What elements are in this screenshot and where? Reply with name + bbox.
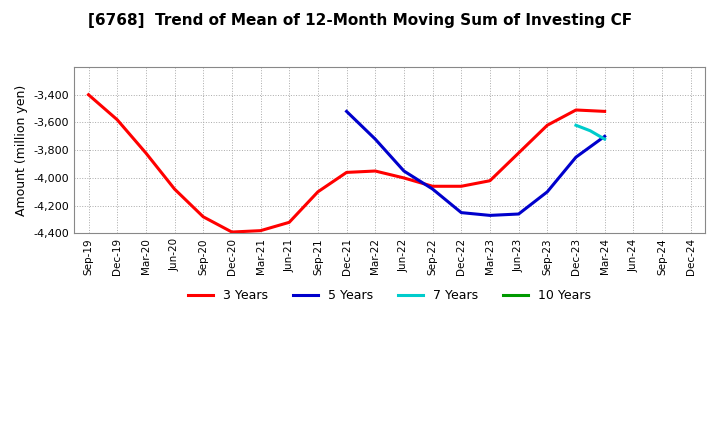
Text: [6768]  Trend of Mean of 12-Month Moving Sum of Investing CF: [6768] Trend of Mean of 12-Month Moving … [88, 13, 632, 28]
Y-axis label: Amount (million yen): Amount (million yen) [15, 84, 28, 216]
Legend: 3 Years, 5 Years, 7 Years, 10 Years: 3 Years, 5 Years, 7 Years, 10 Years [183, 284, 596, 307]
